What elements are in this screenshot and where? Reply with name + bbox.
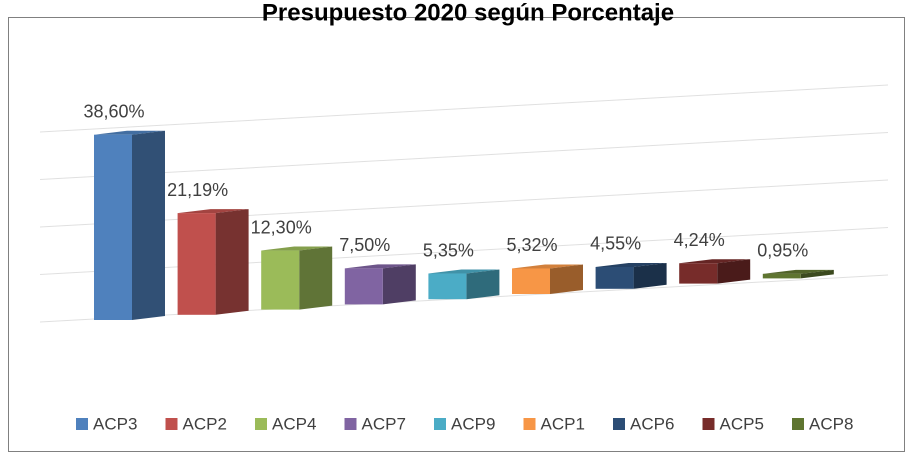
data-label: 21,19% [167, 180, 228, 200]
data-label: 4,55% [590, 234, 641, 254]
bar-top [177, 209, 249, 214]
bar-side [550, 264, 583, 294]
legend-label: ACP8 [809, 414, 853, 433]
data-label: 4,24% [674, 230, 725, 250]
legend-label: ACP6 [630, 414, 674, 433]
legend-label: ACP9 [451, 414, 495, 433]
bar-top [679, 259, 751, 264]
legend-swatch [702, 418, 715, 430]
legend-label: ACP1 [541, 414, 585, 433]
data-label: 5,32% [506, 235, 557, 255]
data-label: 7,50% [339, 235, 390, 255]
bar [94, 134, 132, 320]
bar [261, 250, 300, 310]
bar-side [215, 209, 249, 315]
bar-side [800, 269, 834, 279]
data-label: 38,60% [83, 101, 144, 121]
legend-swatch [434, 418, 446, 430]
bar-side [299, 246, 333, 310]
bar [595, 266, 634, 289]
bar-top [261, 246, 333, 251]
bar [762, 273, 801, 279]
bar-top [428, 269, 500, 274]
legend-swatch [792, 418, 804, 430]
bar [344, 268, 383, 305]
floor-line [39, 84, 889, 133]
bar-top [512, 264, 583, 269]
legend-label: ACP2 [183, 414, 227, 433]
chart-title: Presupuesto 2020 según Porcentaje [262, 0, 674, 26]
data-label: 12,30% [251, 217, 312, 237]
bar-side [132, 130, 165, 320]
floor-line [39, 132, 889, 180]
legend-swatch [255, 418, 267, 430]
bar-top [94, 130, 165, 135]
bar-side [382, 264, 416, 305]
bar-top [762, 269, 834, 274]
bar [428, 273, 467, 300]
bar [512, 268, 550, 294]
bar [177, 213, 216, 315]
bar-side [633, 262, 667, 289]
legend-swatch [344, 418, 357, 430]
data-label: 5,35% [423, 240, 474, 260]
legend-swatch [76, 418, 88, 430]
legend-label: ACP3 [93, 414, 137, 433]
chart-border [8, 17, 905, 452]
bar-side [466, 269, 500, 300]
legend-label: ACP4 [272, 414, 316, 433]
legend-swatch [613, 418, 625, 430]
bar-side [717, 259, 751, 284]
bar-top [344, 264, 416, 269]
legend-swatch [523, 418, 536, 430]
legend-label: ACP5 [720, 414, 764, 433]
bar [679, 263, 718, 284]
data-label: 0,95% [757, 241, 808, 261]
bar-top [595, 262, 667, 267]
legend-swatch [165, 418, 178, 430]
legend-label: ACP7 [362, 414, 406, 433]
